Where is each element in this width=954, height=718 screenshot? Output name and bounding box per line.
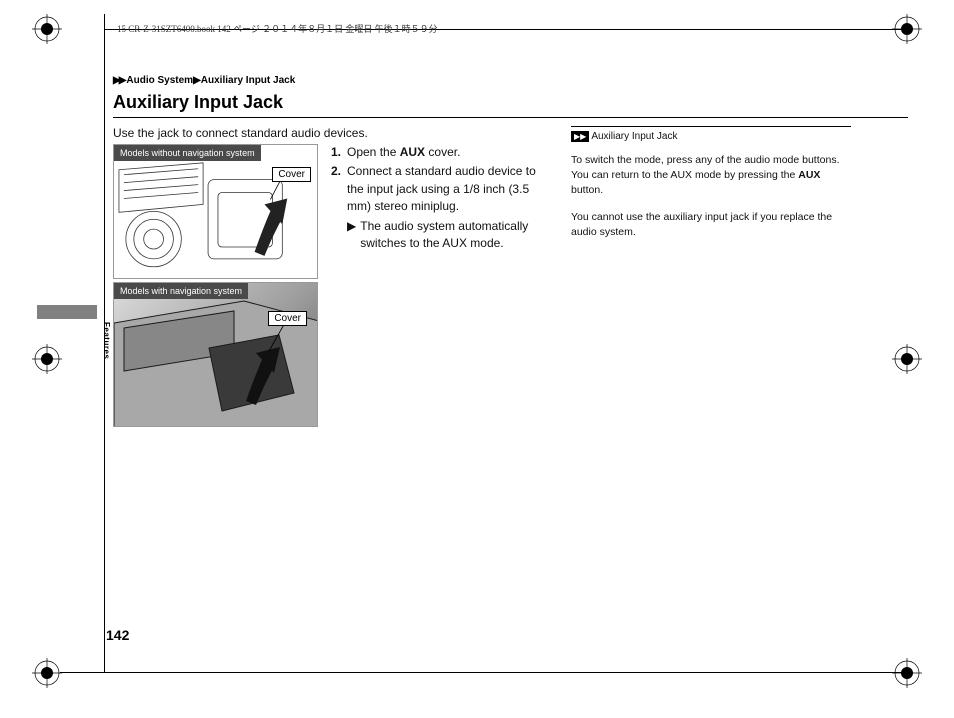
steps-list: 1. Open the AUX cover. 2. Connect a stan… xyxy=(331,144,553,252)
main-content: Use the jack to connect standard audio d… xyxy=(113,126,553,430)
figure1-illustration xyxy=(114,145,317,279)
step-1-bold: AUX xyxy=(400,145,425,159)
sidebar-p2: You cannot use the auxiliary input jack … xyxy=(571,210,851,240)
crop-mark-br xyxy=(892,658,922,688)
sidebar-heading-text: Auxiliary Input Jack xyxy=(591,131,677,142)
step-1-number: 1. xyxy=(331,144,347,161)
figure-with-nav: Models with navigation system Cover xyxy=(113,282,318,427)
section-tab xyxy=(37,305,97,319)
figure2-illustration xyxy=(114,283,317,426)
section-side-label: Features xyxy=(102,322,111,359)
page-number: 142 xyxy=(106,627,129,643)
sidebar-heading-icon: ▶▶ xyxy=(571,131,589,142)
sidebar-heading: ▶▶Auxiliary Input Jack xyxy=(571,126,851,145)
figure1-label: Models without navigation system xyxy=(114,145,261,161)
step-1: 1. Open the AUX cover. xyxy=(331,144,553,161)
intro-text: Use the jack to connect standard audio d… xyxy=(113,126,553,140)
figure2-label: Models with navigation system xyxy=(114,283,248,299)
crop-mark-tl xyxy=(32,14,62,44)
figure1-cover-label: Cover xyxy=(272,167,311,182)
sidebar-p1-bold: AUX xyxy=(798,169,820,181)
step-1-text-b: cover. xyxy=(425,145,460,159)
breadcrumb-arrow-icon: ▶▶ xyxy=(113,75,124,86)
crop-mark-bl xyxy=(32,658,62,688)
figure2-cover-label: Cover xyxy=(268,311,307,326)
page-title: Auxiliary Input Jack xyxy=(113,92,908,118)
sidebar-p1: To switch the mode, press any of the aud… xyxy=(571,153,851,199)
page-content: 15 CR-Z-31SZT6400.book 142 ページ ２０１４年８月１日… xyxy=(113,22,908,662)
step-2-text: Connect a standard audio device to the i… xyxy=(347,163,553,215)
figure-without-nav: Models without navigation system Cover xyxy=(113,144,318,279)
document-info-header: 15 CR-Z-31SZT6400.book 142 ページ ２０１４年８月１日… xyxy=(117,22,908,35)
breadcrumb-section: Audio System xyxy=(126,75,193,86)
breadcrumb-sep-icon: ▶ xyxy=(193,75,199,86)
breadcrumb-page: Auxiliary Input Jack xyxy=(201,75,295,86)
step-subnote: ▶ The audio system automatically switche… xyxy=(347,218,553,253)
sidebar-p1b: button. xyxy=(571,184,603,196)
step-1-text-a: Open the xyxy=(347,145,400,159)
step-subnote-text: The audio system automatically switches … xyxy=(360,218,553,253)
crop-mark-ml xyxy=(32,344,62,374)
triangle-icon: ▶ xyxy=(347,218,356,253)
step-2: 2. Connect a standard audio device to th… xyxy=(331,163,553,215)
step-2-number: 2. xyxy=(331,163,347,215)
breadcrumb: ▶▶Audio System▶Auxiliary Input Jack xyxy=(113,75,908,86)
trim-line-bottom xyxy=(60,672,906,673)
sidebar-notes: ▶▶Auxiliary Input Jack To switch the mod… xyxy=(571,126,851,253)
